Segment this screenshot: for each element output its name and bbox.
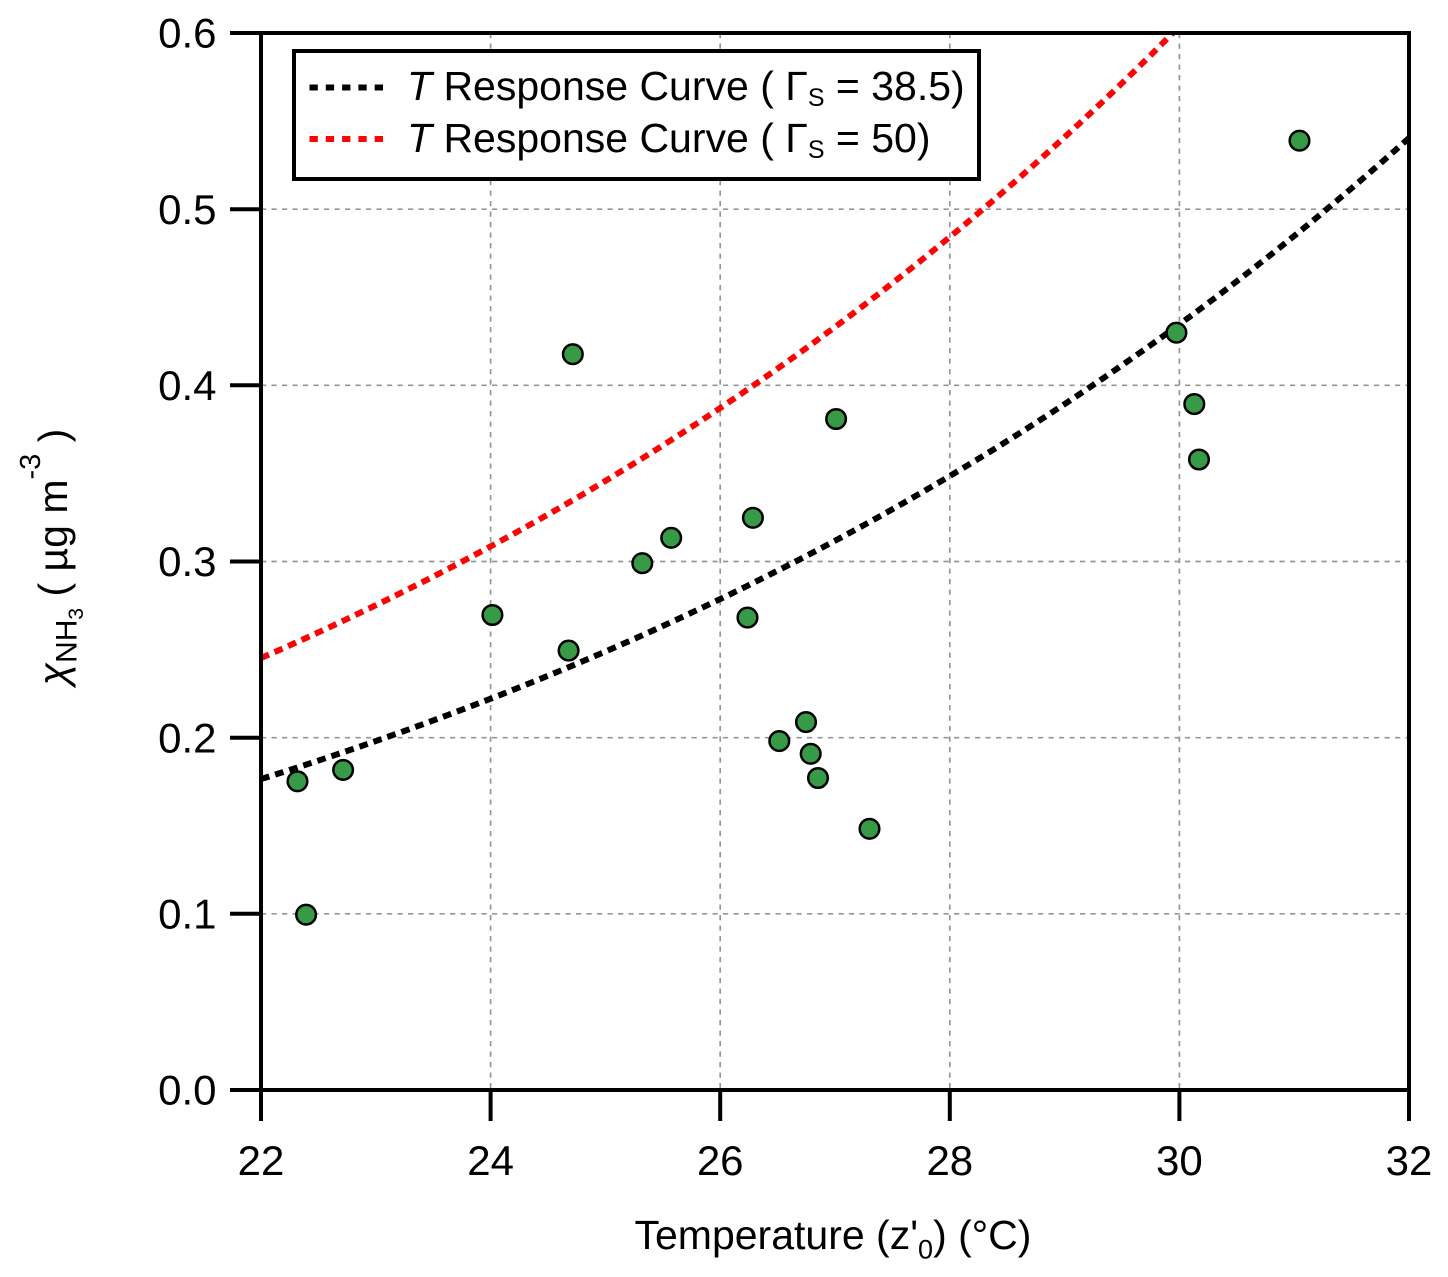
svg-text:0.6: 0.6: [158, 10, 216, 57]
svg-text:0.0: 0.0: [158, 1067, 216, 1114]
svg-text:26: 26: [697, 1137, 744, 1184]
svg-text:0.3: 0.3: [158, 538, 216, 585]
svg-text:30: 30: [1156, 1137, 1203, 1184]
svg-text:28: 28: [926, 1137, 973, 1184]
svg-text:0.2: 0.2: [158, 714, 216, 761]
svg-text:χNH3 ( µg m-3 ): χNH3 ( µg m-3 ): [15, 429, 88, 689]
svg-text:0.4: 0.4: [158, 362, 216, 409]
svg-text:T Response Curve ( ΓS = 50): T Response Curve ( ΓS = 50): [407, 115, 931, 164]
svg-text:0.5: 0.5: [158, 186, 216, 233]
svg-text:24: 24: [467, 1137, 514, 1184]
svg-text:T Response Curve ( ΓS = 38.5): T Response Curve ( ΓS = 38.5): [407, 63, 965, 112]
svg-text:22: 22: [238, 1137, 285, 1184]
svg-text:Temperature (z'0) (°C): Temperature (z'0) (°C): [635, 1212, 1032, 1265]
svg-text:0.1: 0.1: [158, 891, 216, 938]
svg-text:32: 32: [1386, 1137, 1433, 1184]
